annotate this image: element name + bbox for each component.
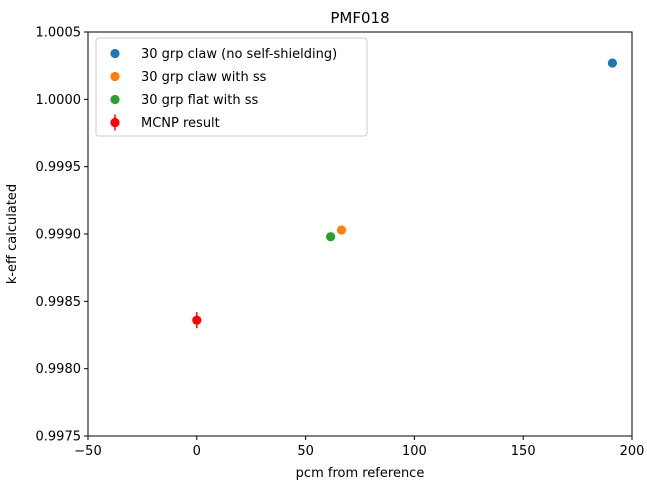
chart-title: PMF018 <box>330 9 389 27</box>
legend-marker <box>110 48 120 59</box>
y-tick-label: 1.0000 <box>36 93 82 108</box>
y-tick-label: 0.9975 <box>36 430 82 445</box>
y-axis-label: k-eff calculated <box>5 184 20 284</box>
x-tick-label: 0 <box>193 444 201 459</box>
legend-marker <box>110 94 120 105</box>
ticks-layer: −50 0 50 100 150 200 0.9975 0.9980 0.9985 0.9990 0… <box>36 26 645 460</box>
data-point <box>192 315 202 325</box>
data-point <box>326 232 336 242</box>
x-axis-label: pcm from reference <box>296 466 425 480</box>
y-tick-label: 0.9990 <box>36 228 82 243</box>
y-tick-label: 0.9985 <box>36 295 82 310</box>
legend-label: MCNP result <box>141 116 220 131</box>
x-tick-label: 100 <box>402 444 427 459</box>
x-tick-label: 200 <box>620 444 645 459</box>
legend-label: 30 grp claw (no self-shielding) <box>141 47 337 62</box>
legend-box <box>95 37 368 137</box>
x-tick-label: −50 <box>74 444 101 459</box>
y-tick-label: 0.9995 <box>36 160 82 175</box>
legend: 30 grp claw (no self-shielding) 30 grp cl… <box>95 37 368 137</box>
points-layer <box>192 58 618 329</box>
data-point <box>607 58 618 68</box>
plot-frame <box>87 31 633 437</box>
x-tick-label: 150 <box>511 444 536 459</box>
y-tick-label: 0.9980 <box>36 362 82 377</box>
x-tick-label: 50 <box>297 444 314 459</box>
legend-marker <box>110 117 120 128</box>
legend-label: 30 grp flat with ss <box>141 93 259 108</box>
legend-label: 30 grp claw with ss <box>141 70 267 85</box>
legend-marker <box>110 71 120 82</box>
y-tick-label: 1.0005 <box>36 26 82 41</box>
data-point <box>336 225 347 235</box>
